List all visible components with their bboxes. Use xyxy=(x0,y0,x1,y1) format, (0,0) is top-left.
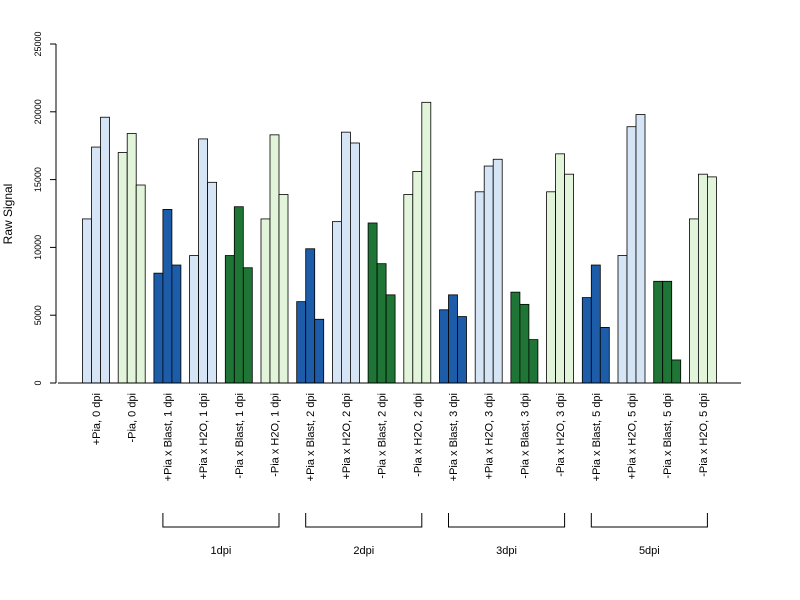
bar xyxy=(555,153,565,384)
bar xyxy=(117,152,128,384)
y-tick-label: 0 xyxy=(33,380,43,385)
bar xyxy=(340,131,351,384)
category-label: +Pia x Blast, 2 dpi xyxy=(305,393,317,481)
category-labels: +Pia, 0 dpi -Pia, 0 dpi +Pia x Blast, 1 dp… xyxy=(91,393,710,481)
bar xyxy=(207,181,218,384)
y-tick-label: 25000 xyxy=(33,31,43,56)
bar xyxy=(385,294,396,384)
y-tick-label: 10000 xyxy=(33,235,43,260)
bar xyxy=(82,218,92,384)
category-label: -Pia x H2O, 5 dpi xyxy=(698,393,710,477)
category-label: +Pia x H2O, 1 dpi xyxy=(198,393,210,480)
bar xyxy=(421,101,432,384)
category-label: -Pia x Blast, 1 dpi xyxy=(234,393,246,479)
category-label: +Pia x H2O, 3 dpi xyxy=(484,393,496,480)
y-axis: 0 5000 10000 15000 20000 25000 xyxy=(33,31,57,386)
bar xyxy=(278,194,289,384)
bar xyxy=(671,359,682,384)
category-label: -Pia x Blast, 3 dpi xyxy=(519,393,531,479)
group-label: 5dpi xyxy=(639,545,660,557)
bar xyxy=(510,291,521,384)
bar xyxy=(707,176,717,384)
y-tick-label: 20000 xyxy=(33,99,43,124)
bar xyxy=(100,116,110,384)
bar xyxy=(314,318,325,384)
bar xyxy=(171,264,182,384)
bar xyxy=(331,221,342,384)
category-label: +Pia x H2O, 5 dpi xyxy=(627,393,639,480)
group-bracket xyxy=(448,513,566,528)
bar xyxy=(581,297,592,384)
bar xyxy=(599,327,610,384)
bar xyxy=(412,171,423,384)
group-brackets: 1dpi 2dpi 3dpi 5dpi xyxy=(162,513,708,557)
bar xyxy=(126,133,137,384)
bar xyxy=(91,146,101,384)
bar xyxy=(153,272,164,384)
bar xyxy=(162,209,173,384)
group-label: 2dpi xyxy=(353,545,374,557)
category-label: -Pia x Blast, 5 dpi xyxy=(662,393,674,479)
bar xyxy=(698,173,708,384)
group-label: 1dpi xyxy=(211,545,232,557)
category-label: -Pia x H2O, 3 dpi xyxy=(555,393,567,477)
category-label: -Pia x H2O, 2 dpi xyxy=(412,393,424,477)
group-bracket xyxy=(590,513,708,528)
bar xyxy=(635,114,646,384)
bar xyxy=(349,142,360,384)
bar xyxy=(233,206,244,384)
bar xyxy=(296,301,307,384)
category-label: +Pia x Blast, 1 dpi xyxy=(162,393,174,481)
category-label: +Pia x Blast, 5 dpi xyxy=(591,393,603,481)
bar xyxy=(448,294,458,384)
category-label: +Pia x H2O, 2 dpi xyxy=(341,393,353,480)
bar xyxy=(617,255,628,384)
bar xyxy=(457,316,467,384)
category-label: +Pia, 0 dpi xyxy=(91,393,103,445)
bar xyxy=(662,280,673,384)
bar xyxy=(689,218,699,384)
category-label: -Pia, 0 dpi xyxy=(127,393,139,443)
bar xyxy=(403,194,414,384)
bar xyxy=(483,165,494,384)
group-bracket xyxy=(162,513,280,528)
bar xyxy=(528,339,539,384)
bar xyxy=(492,158,503,384)
bar xyxy=(590,264,601,384)
bars xyxy=(82,101,717,384)
y-axis-label: Raw Signal xyxy=(1,184,15,245)
bar xyxy=(474,191,485,384)
bar xyxy=(242,267,253,384)
category-label: +Pia x Blast, 3 dpi xyxy=(448,393,460,481)
bar xyxy=(439,309,449,384)
bar xyxy=(198,138,209,384)
bar xyxy=(367,222,378,384)
bar xyxy=(376,263,387,384)
bar xyxy=(269,134,280,384)
category-label: -Pia x H2O, 1 dpi xyxy=(270,393,282,477)
group-bracket xyxy=(305,513,423,528)
bar xyxy=(135,184,146,384)
bar xyxy=(519,303,530,384)
bar xyxy=(564,173,574,384)
bar xyxy=(653,280,664,384)
bar xyxy=(305,248,316,384)
y-tick-label: 5000 xyxy=(33,305,43,325)
y-tick-label: 15000 xyxy=(33,167,43,192)
bar xyxy=(189,255,200,384)
bar xyxy=(546,191,556,384)
group-label: 3dpi xyxy=(496,545,517,557)
bar xyxy=(626,126,637,384)
bar xyxy=(260,218,271,384)
bar xyxy=(224,255,235,384)
category-label: -Pia x Blast, 2 dpi xyxy=(377,393,389,479)
